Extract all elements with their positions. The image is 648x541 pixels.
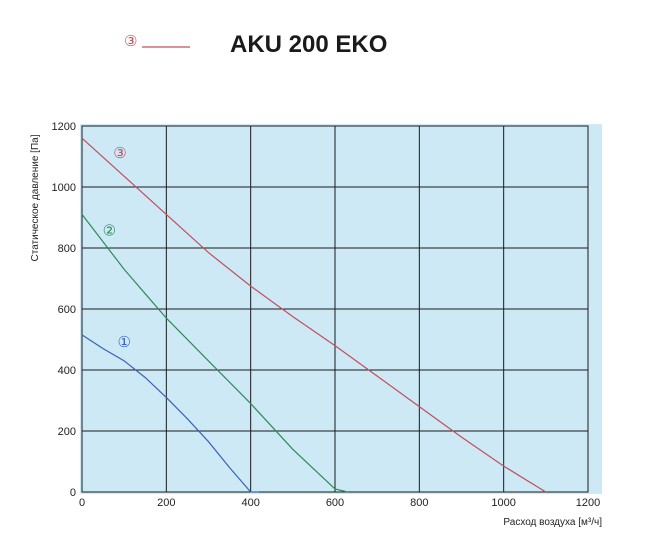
series-line-3 bbox=[81, 137, 547, 493]
x-tick-label: 200 bbox=[157, 497, 175, 509]
x-tick-label: 800 bbox=[410, 497, 428, 509]
y-tick-label: 0 bbox=[70, 487, 76, 499]
y-tick-label: 1200 bbox=[52, 121, 76, 133]
y-tick-label: 400 bbox=[58, 365, 76, 377]
x-axis-title: Расход воздуха [м³/ч] bbox=[503, 517, 602, 528]
series-label-2: ② bbox=[103, 222, 116, 240]
y-tick-label: 800 bbox=[58, 243, 76, 255]
series-line-1 bbox=[81, 334, 260, 493]
x-tick-label: 0 bbox=[79, 497, 85, 509]
y-tick-label: 1000 bbox=[52, 182, 76, 194]
x-tick-label: 400 bbox=[241, 497, 259, 509]
y-tick-label: 600 bbox=[58, 304, 76, 316]
series-line-2 bbox=[81, 214, 348, 493]
x-tick-label: 1000 bbox=[491, 497, 515, 509]
tick-labels: 0 200 400 600 800 1000 1200 0 200 400 600 800 1000 12… bbox=[52, 121, 601, 509]
chart-title: AKU 200 EKO bbox=[230, 31, 387, 58]
y-tick-label: 200 bbox=[58, 426, 76, 438]
series-label-1: ① bbox=[117, 333, 130, 351]
series-layer: ① ② ③ bbox=[81, 137, 547, 493]
x-tick-label: 600 bbox=[326, 497, 344, 509]
series-label-3: ③ bbox=[113, 144, 126, 162]
title-legend-marker: ③ bbox=[124, 32, 137, 50]
chart-title-group: ③ AKU 200 EKO bbox=[124, 31, 387, 58]
plot-frame bbox=[81, 125, 589, 493]
x-tick-label: 1200 bbox=[576, 497, 600, 509]
y-axis-title: Статическое давление [Па] bbox=[30, 134, 41, 261]
